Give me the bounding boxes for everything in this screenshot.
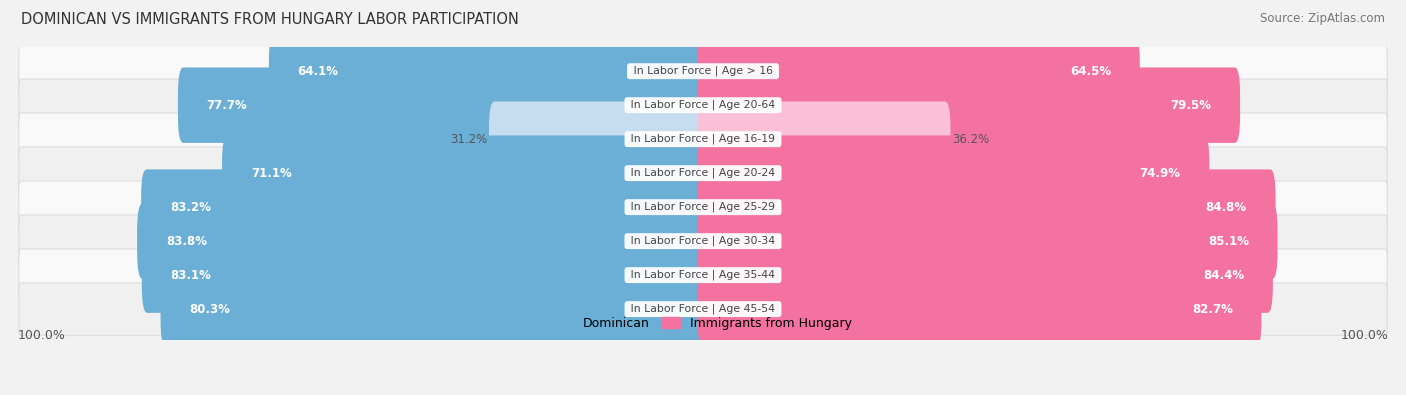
FancyBboxPatch shape	[18, 215, 1388, 267]
FancyBboxPatch shape	[160, 271, 709, 347]
FancyBboxPatch shape	[222, 135, 709, 211]
FancyBboxPatch shape	[18, 113, 1388, 166]
Text: 84.4%: 84.4%	[1204, 269, 1244, 282]
FancyBboxPatch shape	[179, 68, 709, 143]
Text: 71.1%: 71.1%	[250, 167, 291, 180]
FancyBboxPatch shape	[18, 249, 1388, 301]
FancyBboxPatch shape	[18, 283, 1388, 335]
Text: 83.2%: 83.2%	[170, 201, 211, 214]
Text: In Labor Force | Age 25-29: In Labor Force | Age 25-29	[627, 202, 779, 213]
FancyBboxPatch shape	[697, 34, 1140, 109]
FancyBboxPatch shape	[697, 68, 1240, 143]
Legend: Dominican, Immigrants from Hungary: Dominican, Immigrants from Hungary	[547, 311, 859, 337]
FancyBboxPatch shape	[697, 203, 1278, 279]
FancyBboxPatch shape	[142, 237, 709, 313]
Text: 77.7%: 77.7%	[207, 99, 247, 112]
Text: 64.5%: 64.5%	[1070, 65, 1111, 78]
FancyBboxPatch shape	[697, 102, 950, 177]
FancyBboxPatch shape	[269, 34, 709, 109]
Text: 80.3%: 80.3%	[190, 303, 231, 316]
FancyBboxPatch shape	[138, 203, 709, 279]
FancyBboxPatch shape	[18, 45, 1388, 97]
Text: 74.9%: 74.9%	[1140, 167, 1181, 180]
Text: 85.1%: 85.1%	[1208, 235, 1249, 248]
FancyBboxPatch shape	[697, 135, 1209, 211]
FancyBboxPatch shape	[697, 169, 1275, 245]
FancyBboxPatch shape	[18, 79, 1388, 132]
Text: In Labor Force | Age 45-54: In Labor Force | Age 45-54	[627, 304, 779, 314]
Text: 83.1%: 83.1%	[170, 269, 211, 282]
Text: 100.0%: 100.0%	[1341, 329, 1389, 342]
FancyBboxPatch shape	[697, 237, 1272, 313]
Text: In Labor Force | Age 20-24: In Labor Force | Age 20-24	[627, 168, 779, 179]
Text: 64.1%: 64.1%	[298, 65, 339, 78]
FancyBboxPatch shape	[18, 147, 1388, 199]
Text: In Labor Force | Age 20-64: In Labor Force | Age 20-64	[627, 100, 779, 111]
Text: Source: ZipAtlas.com: Source: ZipAtlas.com	[1260, 12, 1385, 25]
FancyBboxPatch shape	[18, 181, 1388, 233]
Text: 84.8%: 84.8%	[1206, 201, 1247, 214]
Text: 79.5%: 79.5%	[1170, 99, 1212, 112]
Text: In Labor Force | Age 16-19: In Labor Force | Age 16-19	[627, 134, 779, 145]
Text: 83.8%: 83.8%	[166, 235, 207, 248]
FancyBboxPatch shape	[697, 271, 1261, 347]
Text: 82.7%: 82.7%	[1192, 303, 1233, 316]
Text: 100.0%: 100.0%	[17, 329, 65, 342]
FancyBboxPatch shape	[141, 169, 709, 245]
Text: In Labor Force | Age 35-44: In Labor Force | Age 35-44	[627, 270, 779, 280]
Text: In Labor Force | Age 30-34: In Labor Force | Age 30-34	[627, 236, 779, 246]
Text: 36.2%: 36.2%	[952, 133, 988, 146]
FancyBboxPatch shape	[489, 102, 709, 177]
Text: 31.2%: 31.2%	[450, 133, 488, 146]
Text: In Labor Force | Age > 16: In Labor Force | Age > 16	[630, 66, 776, 77]
Text: DOMINICAN VS IMMIGRANTS FROM HUNGARY LABOR PARTICIPATION: DOMINICAN VS IMMIGRANTS FROM HUNGARY LAB…	[21, 12, 519, 27]
